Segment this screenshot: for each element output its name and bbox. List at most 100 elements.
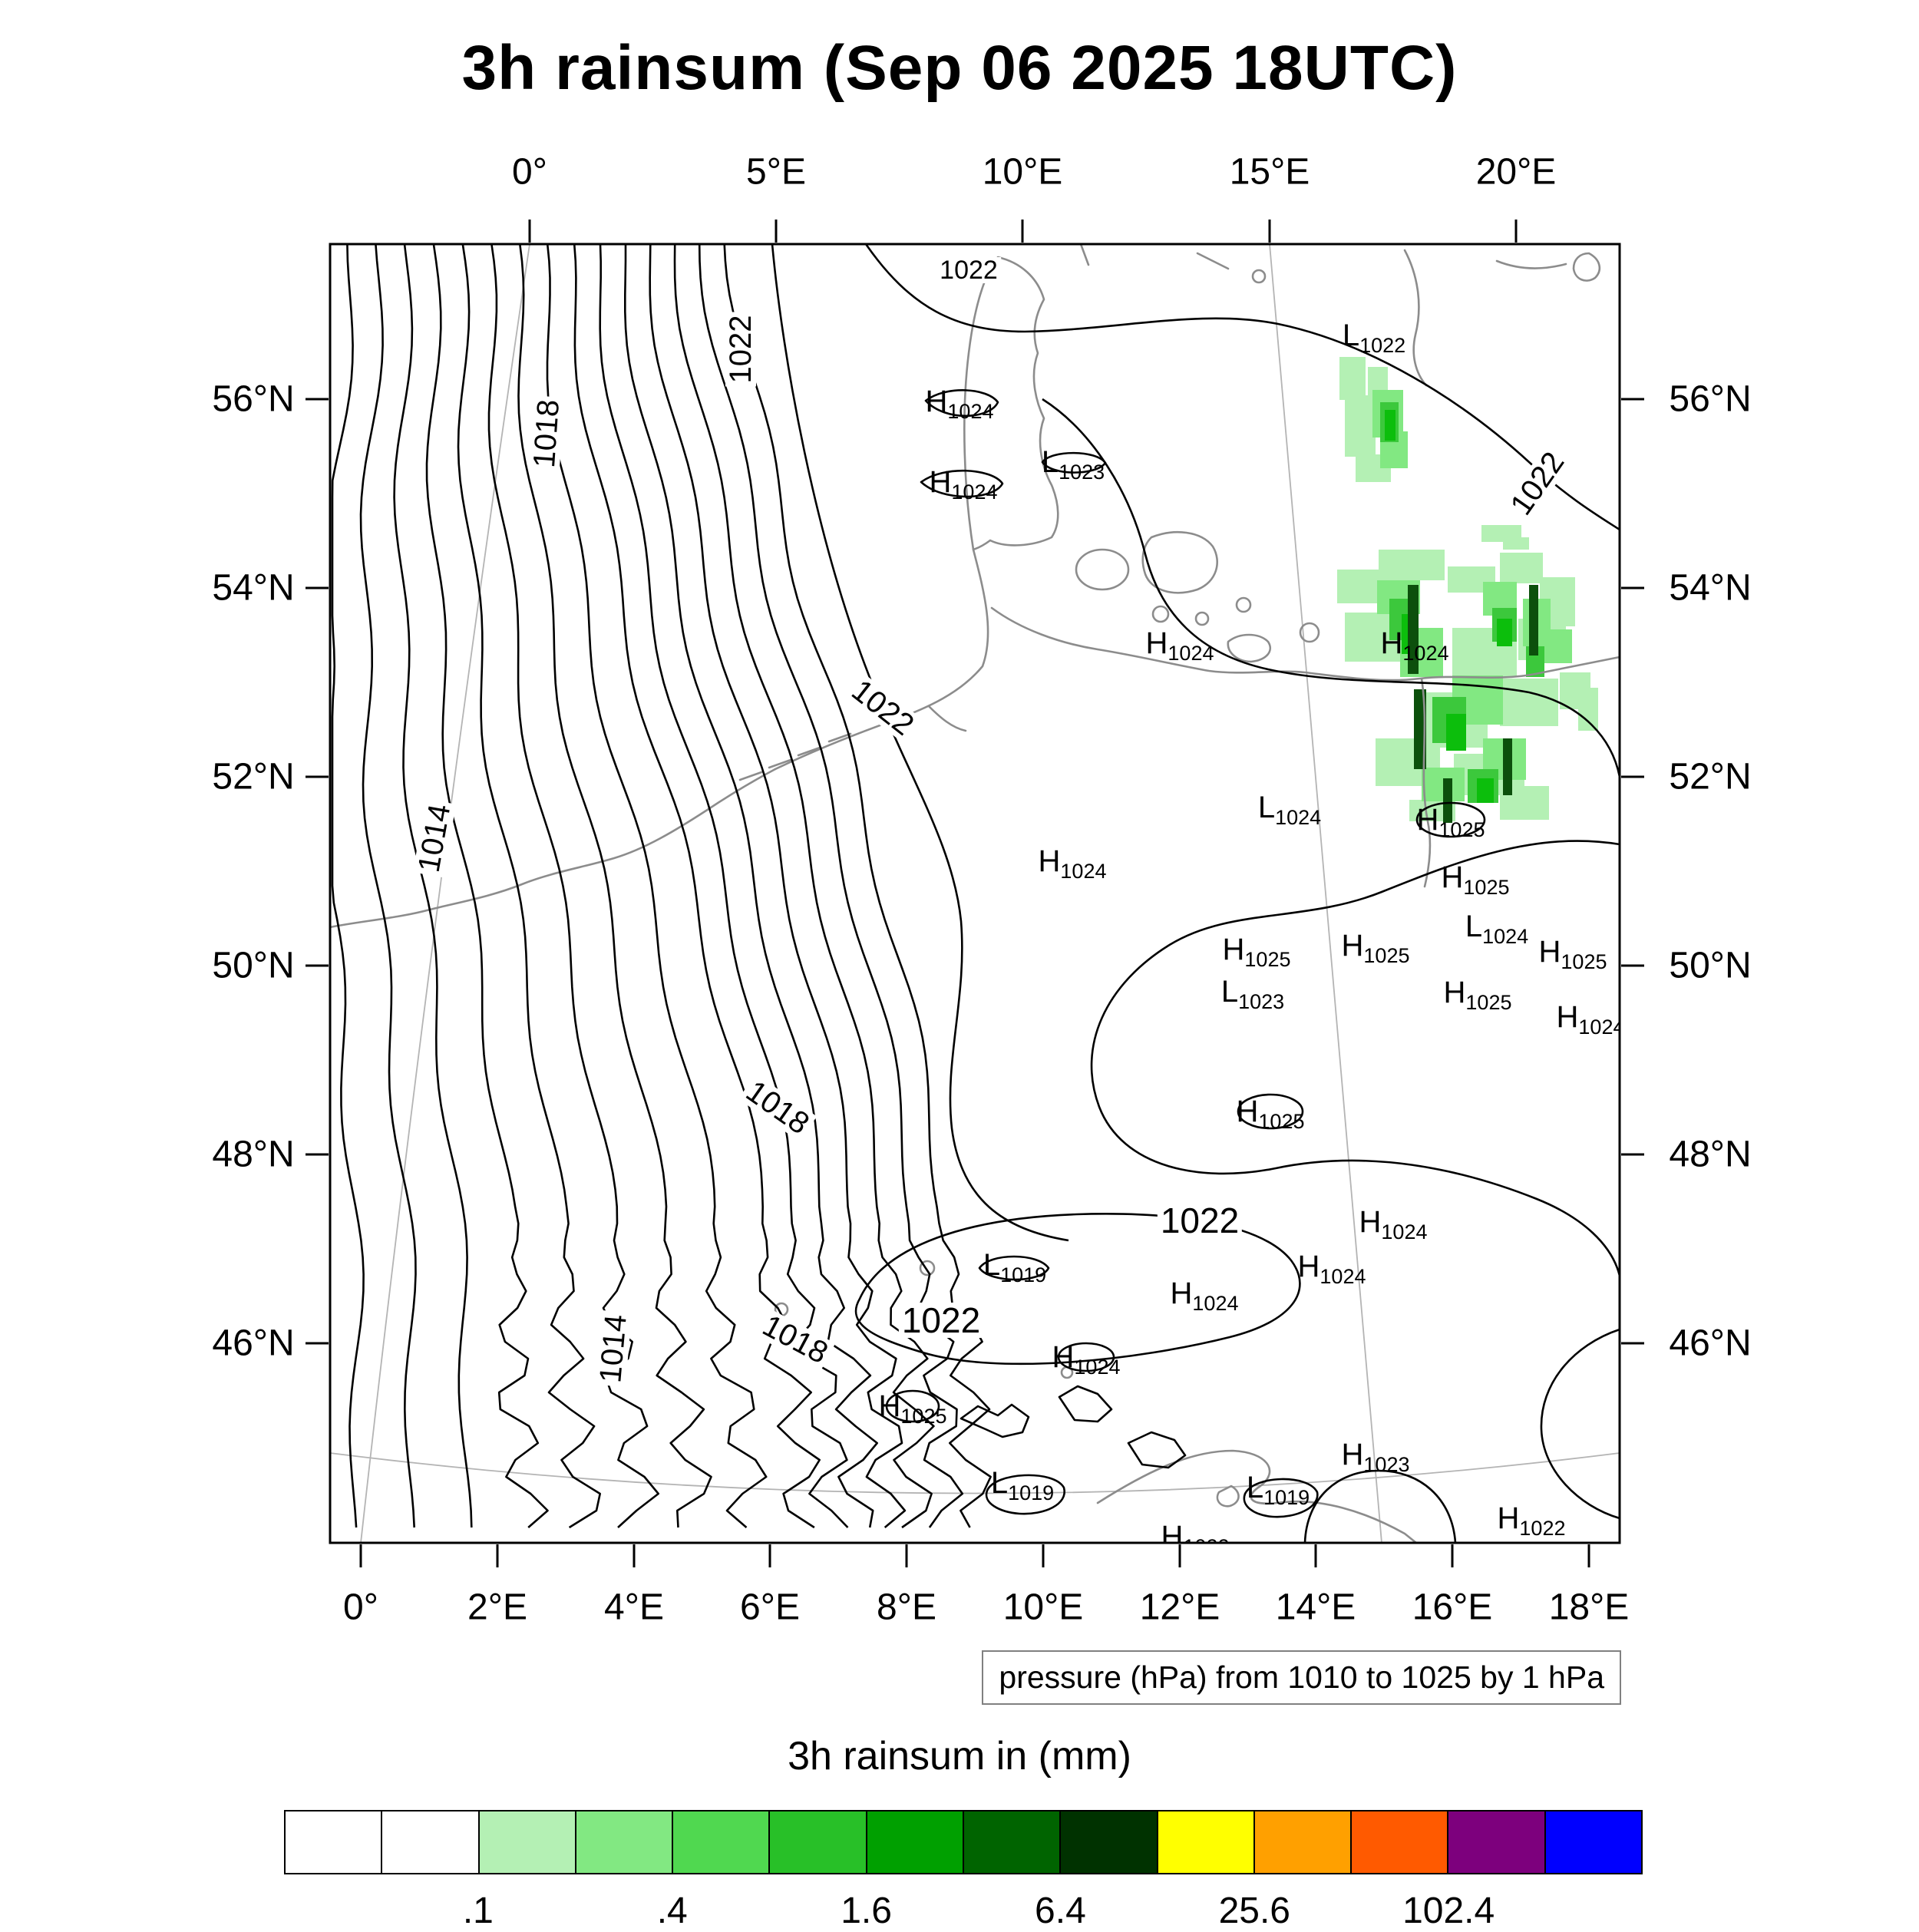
pressure-center-h-12: H1025 xyxy=(1342,930,1410,966)
pressure-center-letter: H xyxy=(1416,803,1439,837)
isobar-value-label-8: 1018 xyxy=(755,1308,836,1371)
isobar-line xyxy=(331,243,365,1528)
pressure-center-value: 1024 xyxy=(1192,1292,1239,1315)
pressure-center-h-20: H1024 xyxy=(1298,1251,1366,1287)
pressure-center-letter: H xyxy=(1170,1276,1193,1310)
colorbar-cell-0 xyxy=(286,1811,383,1873)
pressure-center-value: 1022 xyxy=(1519,1517,1566,1540)
pressure-center-letter: H xyxy=(878,1389,901,1423)
pressure-center-value: 1024 xyxy=(1320,1265,1366,1288)
colorbar-cell-8 xyxy=(1061,1811,1158,1873)
pressure-center-value: 1024 xyxy=(1381,1220,1428,1243)
pressure-center-h-23: H1025 xyxy=(878,1389,947,1427)
pressure-center-h-17: H1025 xyxy=(1237,1096,1305,1132)
pressure-center-letter: L xyxy=(983,1248,1001,1282)
pressure-center-h-8: H1024 xyxy=(1039,846,1107,882)
left-axis-label-5: 46°N xyxy=(212,1323,295,1364)
right-axis-label-0: 56°N xyxy=(1669,378,1752,420)
pressure-center-value: 1025 xyxy=(900,1405,947,1428)
bottom-axis-label-6: 12°E xyxy=(1139,1587,1220,1628)
colorbar-cell-4 xyxy=(673,1811,771,1873)
left-axis-label-1: 54°N xyxy=(212,567,295,609)
colorbar-cell-6 xyxy=(867,1811,964,1873)
colorbar-tick-label-4: 25.6 xyxy=(1218,1891,1290,1931)
pressure-center-value: 1024 xyxy=(947,400,994,423)
isobar-value-label-2: 1018 xyxy=(527,395,566,472)
pressure-center-value: 1019 xyxy=(1008,1481,1055,1504)
colorbar-cell-13 xyxy=(1545,1811,1641,1873)
pressure-center-value: 1024 xyxy=(1578,1016,1620,1039)
pressure-center-value: 1023 xyxy=(1363,1453,1410,1476)
bottom-axis-label-9: 18°E xyxy=(1548,1587,1630,1628)
pressure-center-letter: H xyxy=(1341,1438,1364,1471)
pressure-center-h-1: H1024 xyxy=(925,385,994,422)
pressure-center-value: 1019 xyxy=(1263,1486,1310,1509)
bottom-axis-label-4: 8°E xyxy=(877,1587,936,1628)
isobar-value-label-4: 1014 xyxy=(412,798,457,878)
pressure-center-value: 1025 xyxy=(1463,876,1510,899)
bottom-axis-label-8: 16°E xyxy=(1412,1587,1493,1628)
pressure-center-letter: H xyxy=(1145,626,1168,660)
top-axis-label-1: 5°E xyxy=(746,151,806,193)
pressure-center-l-26: L1019 xyxy=(1247,1472,1310,1508)
pressure-center-value: 1024 xyxy=(1402,642,1449,665)
colorbar-cell-7 xyxy=(963,1811,1062,1873)
colorbar-tick-label-5: 102.4 xyxy=(1402,1891,1495,1931)
pressure-center-h-7: H1025 xyxy=(1416,803,1485,841)
top-axis-label-3: 15°E xyxy=(1229,151,1310,193)
pressure-center-h-16: H1024 xyxy=(1556,1000,1620,1038)
pressure-center-value: 1025 xyxy=(1363,944,1410,967)
isobar-value-label-0: 1022 xyxy=(936,257,1001,283)
rain-shading-layer xyxy=(1337,357,1598,823)
pressure-center-l-10: L1024 xyxy=(1465,910,1528,947)
pressure-center-value: 1022 xyxy=(1359,334,1406,357)
colorbar-cell-1 xyxy=(382,1811,480,1873)
pressure-center-letter: H xyxy=(1538,935,1561,969)
pressure-center-value: 1024 xyxy=(1168,642,1214,665)
pressure-center-h-5: H1024 xyxy=(1381,628,1449,664)
isobar-line xyxy=(673,243,935,1529)
pressure-caption-box: pressure (hPa) from 1010 to 1025 by 1 hP… xyxy=(982,1650,1621,1705)
pressure-center-value: 1019 xyxy=(1000,1263,1047,1286)
isobar-value-label-9: 1014 xyxy=(593,1309,633,1388)
pressure-center-l-3: L1023 xyxy=(1041,445,1105,483)
pressure-center-h-11: H1025 xyxy=(1223,934,1291,970)
pressure-center-l-0: L1022 xyxy=(1343,320,1405,356)
pressure-center-letter: H xyxy=(1497,1501,1520,1535)
pressure-center-h-24: H1023 xyxy=(1341,1438,1410,1475)
pressure-center-l-6: L1024 xyxy=(1258,792,1321,828)
pressure-center-h-9: H1025 xyxy=(1441,860,1510,898)
right-axis-label-2: 52°N xyxy=(1669,756,1752,798)
pressure-center-letter: L xyxy=(1465,910,1483,943)
pressure-center-letter: L xyxy=(1041,445,1059,479)
top-axis-label-4: 20°E xyxy=(1475,151,1557,193)
pressure-center-letter: H xyxy=(1052,1340,1075,1374)
pressure-center-value: 1025 xyxy=(1244,948,1291,971)
colorbar-tick-label-3: 6.4 xyxy=(1035,1891,1086,1931)
pressure-center-letter: H xyxy=(925,385,948,418)
bottom-axis-label-5: 10°E xyxy=(1002,1587,1084,1628)
colorbar-cell-3 xyxy=(576,1811,674,1873)
bottom-axis-label-2: 4°E xyxy=(604,1587,664,1628)
left-axis-label-0: 56°N xyxy=(212,378,295,420)
isobar-line xyxy=(393,243,473,1528)
map-frame xyxy=(329,243,1621,1544)
pressure-center-h-18: H1024 xyxy=(1359,1207,1428,1243)
pressure-center-h-4: H1024 xyxy=(1145,626,1214,664)
pressure-center-value: 1025 xyxy=(1258,1110,1305,1133)
top-axis-label-0: 0° xyxy=(512,151,547,193)
left-axis-label-2: 52°N xyxy=(212,756,295,798)
colorbar xyxy=(284,1810,1643,1874)
pressure-center-letter: L xyxy=(990,1466,1009,1500)
pressure-center-value: 1024 xyxy=(1275,806,1322,829)
pressure-center-value: 1024 xyxy=(1482,925,1529,948)
pressure-center-letter: H xyxy=(1556,1000,1579,1034)
pressure-center-letter: H xyxy=(1441,860,1464,894)
isobar-line xyxy=(517,243,712,1528)
colorbar-cell-11 xyxy=(1352,1811,1449,1873)
isobar-line xyxy=(425,243,549,1528)
colorbar-cell-2 xyxy=(479,1811,576,1873)
isobar-value-label-6: 1018 xyxy=(738,1073,817,1142)
pressure-center-value: 1024 xyxy=(1060,860,1107,883)
pressure-center-h-27: H1022 xyxy=(1497,1501,1566,1539)
